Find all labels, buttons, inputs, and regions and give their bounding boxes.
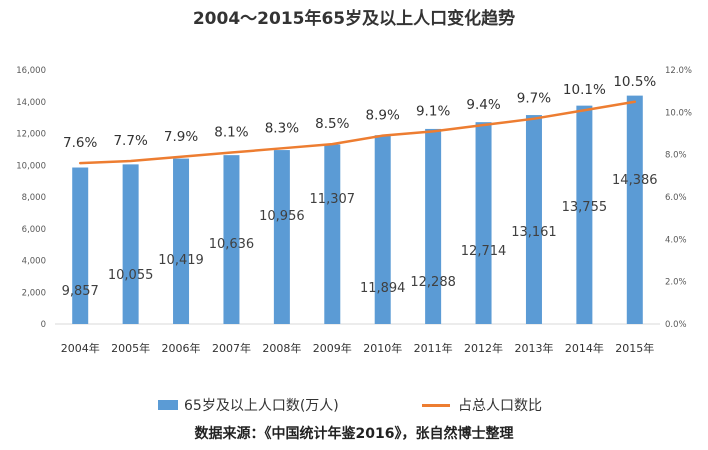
bar-series bbox=[72, 95, 643, 324]
bar bbox=[72, 167, 89, 324]
x-tick-label: 2004年 bbox=[61, 341, 100, 355]
left-tick-label: 14,000 bbox=[16, 98, 46, 108]
bar bbox=[525, 115, 542, 324]
left-tick-label: 4,000 bbox=[22, 257, 46, 267]
right-axis-ticks: 0.0% 2.0% 4.0% 6.0% 8.0% 10.0% 12.0% bbox=[665, 66, 692, 330]
legend-item-line: 占总人口数比 bbox=[422, 394, 542, 416]
source-note: 数据来源：《中国统计年鉴2016》，张自然博士整理 bbox=[194, 426, 514, 442]
line-value-label: 8.9% bbox=[366, 108, 400, 124]
right-tick-label: 4.0% bbox=[665, 235, 687, 245]
x-tick-label: 2005年 bbox=[111, 341, 150, 355]
line-value-label: 10.5% bbox=[613, 74, 656, 90]
bar-value-label: 11,894 bbox=[360, 281, 406, 296]
bar-value-label: 11,307 bbox=[310, 192, 356, 207]
line-value-label: 7.6% bbox=[63, 135, 97, 151]
bar bbox=[425, 128, 442, 324]
chart-title: 2004～2015年65岁及以上人口变化趋势 bbox=[192, 9, 516, 29]
left-axis-ticks: 0 2,000 4,000 6,000 8,000 10,000 12,000 14,000 1… bbox=[16, 66, 46, 330]
x-axis-ticks: 2004年 2005年 2006年 2007年 2008年 2009年 2010年 2011年… bbox=[61, 341, 655, 355]
line-value-labels: 7.6% 7.7% 7.9% 8.1% 8.3% 8.5% 8.9% 9.1% 9.4% 9.7%… bbox=[63, 74, 656, 151]
right-tick-label: 0.0% bbox=[665, 320, 687, 330]
bar-value-label: 12,714 bbox=[461, 244, 507, 259]
bar bbox=[122, 164, 139, 324]
left-tick-label: 12,000 bbox=[16, 130, 46, 140]
x-tick-label: 2006年 bbox=[162, 341, 201, 355]
chart-plot: 0 2,000 4,000 6,000 8,000 10,000 12,000 14,000 1… bbox=[16, 66, 692, 355]
bar bbox=[273, 150, 290, 324]
legend-bar-swatch bbox=[158, 400, 178, 410]
left-tick-label: 2,000 bbox=[22, 288, 46, 298]
x-tick-label: 2013年 bbox=[514, 341, 553, 355]
line-value-label: 9.1% bbox=[416, 103, 450, 119]
bar-value-labels: 9,857 10,055 10,419 10,636 10,956 11,307 11,89… bbox=[62, 173, 658, 299]
bar-value-label: 10,055 bbox=[108, 268, 154, 283]
line-value-label: 9.7% bbox=[517, 91, 551, 107]
bar-value-label: 10,636 bbox=[209, 237, 255, 252]
right-tick-label: 8.0% bbox=[665, 151, 687, 161]
left-tick-label: 8,000 bbox=[22, 193, 46, 203]
left-tick-label: 6,000 bbox=[22, 225, 46, 235]
legend-item-bar: 65岁及以上人口数(万人) bbox=[158, 394, 339, 416]
bar-value-label: 12,288 bbox=[410, 275, 456, 290]
line-series bbox=[78, 100, 637, 165]
bar bbox=[475, 122, 492, 324]
right-tick-label: 10.0% bbox=[665, 108, 692, 118]
bar bbox=[374, 135, 391, 324]
right-tick-label: 6.0% bbox=[665, 193, 687, 203]
x-tick-label: 2008年 bbox=[262, 341, 301, 355]
x-tick-label: 2014年 bbox=[565, 341, 604, 355]
left-tick-label: 0 bbox=[41, 320, 46, 330]
line-value-label: 8.3% bbox=[265, 120, 299, 136]
bar bbox=[626, 95, 643, 324]
bar-value-label: 14,386 bbox=[612, 173, 658, 188]
bar-value-label: 9,857 bbox=[62, 284, 99, 299]
line-value-label: 7.9% bbox=[164, 129, 198, 145]
bar bbox=[223, 155, 240, 324]
line-value-label: 7.7% bbox=[113, 133, 147, 149]
x-tick-label: 2007年 bbox=[212, 341, 251, 355]
legend-line-swatch bbox=[422, 403, 450, 407]
line-value-label: 8.5% bbox=[315, 116, 349, 132]
left-tick-label: 10,000 bbox=[16, 161, 46, 171]
line-value-label: 9.4% bbox=[466, 97, 500, 113]
right-tick-label: 2.0% bbox=[665, 278, 687, 288]
line-path bbox=[78, 100, 637, 165]
x-tick-label: 2010年 bbox=[363, 341, 402, 355]
bar bbox=[324, 144, 341, 324]
x-tick-label: 2011年 bbox=[414, 341, 453, 355]
left-tick-label: 16,000 bbox=[16, 66, 46, 76]
line-value-label: 8.1% bbox=[214, 125, 248, 141]
bar-value-label: 10,419 bbox=[158, 253, 204, 268]
bar bbox=[173, 158, 190, 324]
legend-line-label: 占总人口数比 bbox=[458, 398, 542, 414]
bar-value-label: 10,956 bbox=[259, 209, 305, 224]
legend: 65岁及以上人口数(万人) 占总人口数比 bbox=[0, 394, 708, 416]
x-tick-label: 2012年 bbox=[464, 341, 503, 355]
line-value-label: 10.1% bbox=[563, 82, 606, 98]
legend-bar-label: 65岁及以上人口数(万人) bbox=[184, 398, 339, 414]
bar-value-label: 13,755 bbox=[562, 200, 608, 215]
bar-value-label: 13,161 bbox=[511, 225, 557, 240]
x-tick-label: 2015年 bbox=[615, 341, 654, 355]
bar bbox=[576, 105, 593, 324]
x-tick-label: 2009年 bbox=[313, 341, 352, 355]
right-tick-label: 12.0% bbox=[665, 66, 692, 76]
